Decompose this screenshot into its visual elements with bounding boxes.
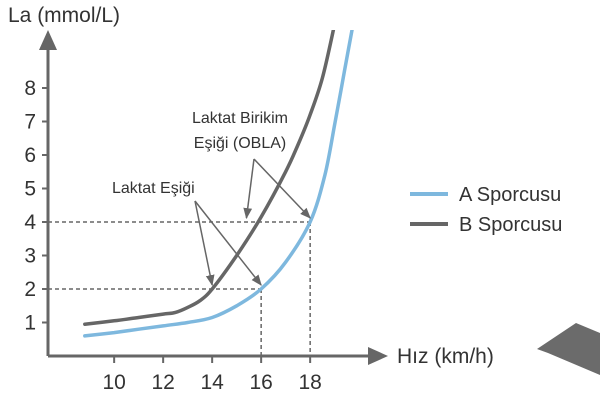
y-tick-label: 1 <box>24 312 36 335</box>
series-lines <box>83 30 354 338</box>
x-tick-label: 16 <box>249 371 272 394</box>
x-tick-label: 14 <box>200 371 224 394</box>
annotation-obla-line: Laktat Birikim <box>192 110 288 127</box>
y-tick-label: 5 <box>24 178 36 201</box>
series-line-b <box>83 30 336 326</box>
y-tick-label: 8 <box>24 77 36 100</box>
x-axis-title: Hız (km/h) <box>397 345 494 368</box>
annotation-arrow <box>194 200 215 287</box>
legend-label: B Sporcusu <box>459 214 562 236</box>
x-tick-label: 10 <box>102 371 125 394</box>
annotation-arrow <box>194 200 262 286</box>
legend-label: A Sporcusu <box>459 184 561 206</box>
y-axis-title: La (mmol/L) <box>8 4 120 27</box>
x-tick-label: 12 <box>151 371 174 394</box>
y-tick-label: 6 <box>24 144 36 167</box>
annotations: Laktat Eşiği Laktat Birikim Eşiği (OBLA) <box>112 110 311 287</box>
series-line-a <box>83 30 354 338</box>
corner-shape <box>537 323 600 375</box>
x-tick-label: 18 <box>298 371 321 394</box>
y-tick-label: 3 <box>24 245 36 268</box>
x-axis-arrow <box>368 347 388 365</box>
y-tick-label: 2 <box>24 278 36 301</box>
y-axis-arrow <box>39 30 57 50</box>
legend: A Sporcusu B Sporcusu <box>410 184 562 236</box>
y-tick-label: 7 <box>24 111 36 134</box>
annotation-arrow <box>243 158 255 220</box>
y-tick-label: 4 <box>24 211 36 234</box>
annotation-arrow <box>253 158 311 219</box>
annotation-lactate-threshold: Laktat Eşiği <box>112 180 195 197</box>
reference-lines <box>48 221 311 356</box>
annotation-obla-line: Eşiği (OBLA) <box>194 135 286 152</box>
